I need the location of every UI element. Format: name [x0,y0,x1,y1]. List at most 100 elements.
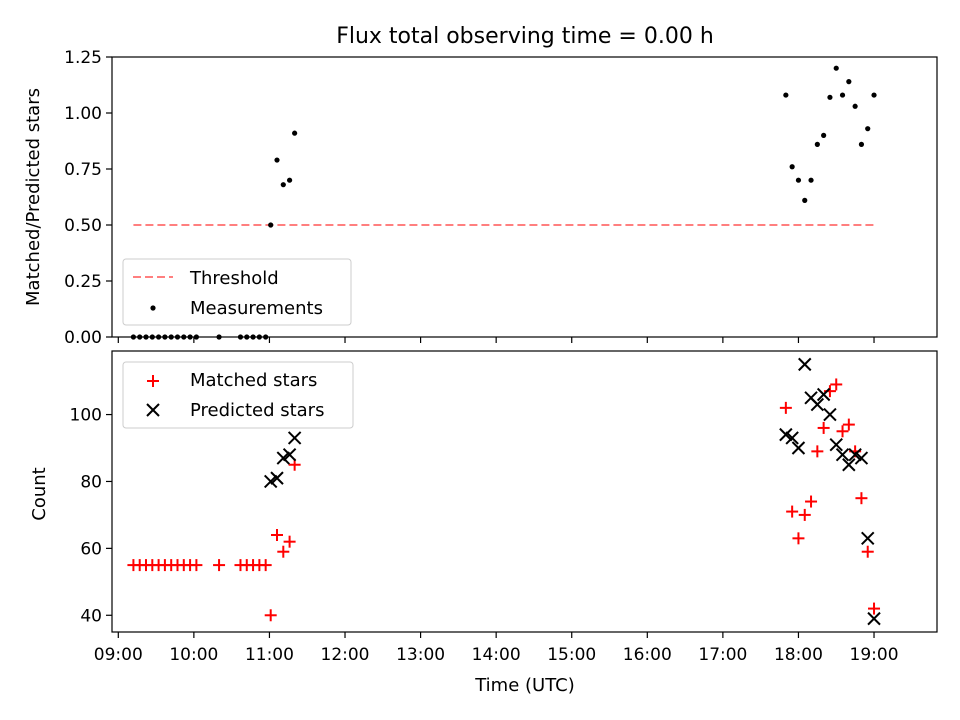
measurement-point [814,141,820,147]
measurement-point [783,92,789,98]
predicted-star-point [270,471,284,485]
measurement-point [852,103,858,109]
bottom-x-tick-label: 15:00 [547,645,596,665]
legend-measurements-swatch [150,305,156,311]
measurement-point [789,164,795,170]
measurement-point [795,177,802,183]
bottom-legend-box [122,361,354,429]
measurement-point [244,334,250,340]
matched-star-point [259,559,272,572]
measurement-point [149,334,155,340]
top-y-tick-label: 0.75 [64,160,102,180]
predicted-star-point [823,407,837,422]
measurement-point [187,334,193,340]
bottom-y-tick-label: 60 [80,539,102,559]
measurement-point [846,79,852,85]
measurement-point [858,141,865,147]
measurement-point [865,126,871,132]
matched-star-point [798,508,811,521]
matched-star-point [213,559,226,572]
bottom-x-tick-label: 19:00 [850,645,899,665]
matched-star-point [817,421,830,434]
matched-star-point [842,418,855,431]
bottom-x-tick-label: 10:00 [169,645,218,665]
measurement-point [168,334,174,340]
matched-star-point [190,559,203,572]
top-legend-box [122,258,352,326]
predicted-star-point [791,441,806,455]
top-y-tick-label: 0.25 [64,272,102,292]
measurement-point [821,132,827,138]
measurement-point [181,334,187,340]
measurement-point [162,334,168,340]
bottom-x-tick-label: 11:00 [245,645,294,665]
measurement-point [256,334,262,340]
bottom-x-axis: 09:00 10:00 11:00 12:00 13:00 14:00 15:00 16:00… [94,632,899,665]
predicted-star-point [282,447,297,462]
matched-star-point [855,492,868,505]
legend-predicted-swatch [146,403,160,417]
predicted-star-point [779,427,793,442]
top-x-ticks [117,337,875,343]
matched-star-point [861,545,874,558]
bottom-y-tick-label: 100 [70,406,102,426]
matched-star-point [277,545,290,558]
bottom-y-axis-label: Count [29,467,50,520]
matched-star-point [264,609,277,622]
bottom-x-tick-label: 16:00 [623,645,672,665]
bottom-x-tick-label: 18:00 [774,645,823,665]
top-legend: Threshold Measurements [122,258,352,326]
matched-star-point [271,528,283,541]
measurement-point [216,334,222,340]
measurement-point [286,177,293,183]
legend-measurements-label: Measurements [190,298,323,319]
measurement-point [156,334,162,340]
predicted-star-point [287,431,302,445]
predicted-star-point [848,447,862,462]
predicted-star-point [276,451,291,465]
top-plot-frame [111,56,938,338]
predicted-star-point [263,474,278,489]
bottom-y-tick-label: 40 [80,606,102,626]
measurement-point [130,334,137,340]
measurement-point [274,157,280,163]
predicted-star-point [842,458,856,472]
figure-title: Flux total observing time = 0.00 h [336,24,714,49]
measurement-point [802,197,808,203]
measurement-point [827,94,833,100]
measurement-point [237,334,244,340]
matched-star-point [805,495,818,508]
bottom-x-tick-label: 17:00 [698,645,747,665]
measurement-point [292,130,298,136]
bottom-legend: Matched stars Predicted stars [122,361,354,429]
matched-star-point [836,425,849,438]
measurement-point [268,222,274,228]
predicted-star-point [785,431,799,445]
matched-star-point [868,602,881,615]
predicted-star-point [816,387,831,402]
top-y-axis-label: Matched/Predicted stars [23,88,44,306]
bottom-y-tick-label: 80 [80,472,102,492]
matched-star-point [811,445,824,458]
matched-star-point [779,401,792,414]
measurement-point [263,334,269,340]
top-y-tick-label: 1.00 [64,104,102,124]
predicted-star-point [798,357,812,372]
measurement-point [143,334,149,340]
predicted-star-point [854,451,869,465]
measurement-point [839,92,846,98]
bottom-plot-frame [111,350,938,633]
bottom-x-axis-label: Time (UTC) [474,675,575,696]
top-y-tick-label: 0.50 [64,216,102,236]
measurement-point [280,182,286,188]
measurement-point [250,334,256,340]
bottom-x-tick-label: 12:00 [321,645,370,665]
bottom-x-tick-label: 14:00 [472,645,521,665]
bottom-x-tick-label: 13:00 [396,645,445,665]
legend-predicted-label: Predicted stars [190,400,324,421]
bottom-y-axis: 40 60 80 100 [70,406,112,626]
matched-star-point [283,535,296,548]
predicted-star-point [810,397,825,412]
measurement-point [193,334,199,340]
top-y-tick-label: 0.00 [64,328,102,348]
